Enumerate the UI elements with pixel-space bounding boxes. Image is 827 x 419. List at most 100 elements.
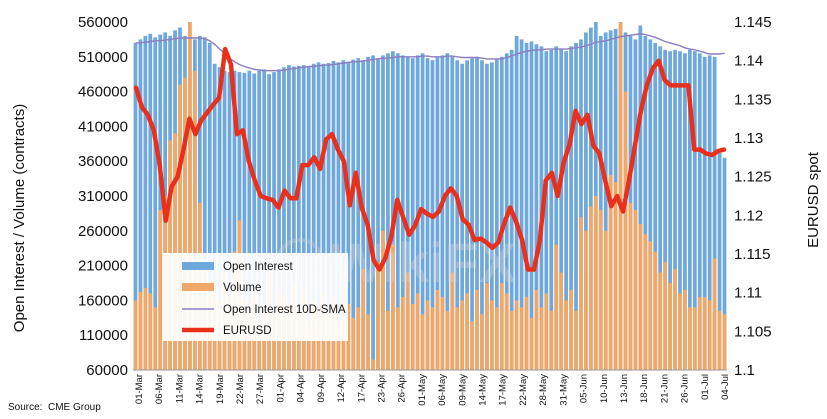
open-interest-bar	[470, 58, 474, 370]
svg-text:WikiFX: WikiFX	[330, 231, 516, 294]
open-interest-bar	[638, 25, 643, 370]
open-interest-bar	[277, 69, 281, 370]
volume-bar	[648, 241, 653, 370]
open-interest-bar	[494, 59, 499, 370]
open-interest-bar	[227, 72, 232, 371]
volume-bar	[623, 91, 628, 370]
volume-bar	[504, 293, 509, 370]
volume-bar	[376, 262, 380, 370]
left-tick-label: 510000	[78, 49, 128, 66]
open-interest-bar	[707, 55, 712, 370]
left-tick-label: 460000	[78, 84, 128, 101]
open-interest-bar	[381, 55, 385, 370]
open-interest-bar	[564, 51, 568, 370]
volume-bar	[445, 310, 450, 370]
open-interest-bar	[242, 72, 247, 370]
volume-bar	[400, 296, 405, 370]
volume-bar	[336, 321, 341, 370]
open-interest-bar	[440, 55, 445, 370]
eurusd-line	[133, 46, 727, 272]
open-interest-bar	[410, 58, 415, 370]
volume-bar	[366, 314, 370, 370]
open-interest-bar	[559, 48, 564, 370]
left-tick-label: 310000	[78, 188, 128, 205]
volume-bar	[361, 269, 366, 370]
volume-bar	[678, 293, 682, 370]
volume-bar	[460, 300, 465, 370]
open-interest-bar	[687, 49, 692, 371]
open-interest-bar	[475, 56, 479, 371]
volume-bar	[579, 216, 583, 370]
open-interest-bar	[445, 53, 450, 370]
right-tick-label: 1.13	[734, 130, 763, 147]
volume-bar	[183, 77, 187, 371]
open-interest-bar	[212, 63, 217, 370]
right-tick-label: 1.145	[734, 14, 772, 31]
volume-bar	[440, 296, 445, 370]
open-interest-bar	[722, 157, 727, 370]
x-tick-label: 18-Jun	[639, 374, 650, 403]
volume-bar	[257, 321, 262, 370]
open-interest-bar	[598, 35, 603, 371]
open-interest-bar	[643, 35, 648, 371]
volume-bar	[613, 182, 618, 370]
open-interest-bar	[489, 62, 494, 371]
volume-bar	[653, 251, 658, 370]
open-interest-bar	[356, 58, 361, 370]
left-tick-label: 360000	[78, 153, 128, 170]
volume-bar	[395, 307, 400, 370]
x-tick-label: 09-Apr	[316, 374, 327, 403]
open-interest-bar	[158, 34, 163, 370]
legend-label-volume: Volume	[223, 282, 261, 294]
volume-bar	[692, 307, 697, 370]
open-interest-bar	[653, 42, 658, 370]
open-interest-bar	[584, 32, 588, 370]
open-interest-bar	[366, 56, 370, 371]
open-interest-bar	[569, 46, 573, 371]
open-interest-bar	[405, 56, 410, 371]
open-interest-bar	[465, 60, 469, 370]
x-tick-label: 19-Mar	[215, 374, 226, 404]
x-tick-label: 01-Jul	[700, 374, 711, 400]
volume-bar	[598, 209, 603, 370]
open-interest-bar	[267, 74, 271, 370]
open-interest-bar	[692, 51, 697, 370]
right-tick-label: 1.14	[734, 53, 763, 70]
open-interest-bar	[588, 27, 593, 370]
open-interest-bar	[291, 66, 296, 370]
volume-bar	[470, 321, 474, 370]
open-interest-bar	[702, 56, 707, 371]
open-interest-bar	[673, 49, 677, 371]
volume-bar	[158, 209, 163, 370]
open-interest-bar	[252, 73, 257, 370]
volume-bar	[173, 133, 177, 370]
open-interest-bar	[663, 49, 667, 371]
open-interest-bar	[633, 39, 638, 371]
open-interest-bar	[485, 63, 489, 370]
open-interest-bar	[306, 66, 311, 370]
volume-bar	[529, 317, 534, 370]
left-tick-label: 160000	[78, 292, 128, 309]
volume-bar	[588, 206, 593, 370]
open-interest-bar	[519, 39, 524, 371]
left-tick-label: 260000	[78, 223, 128, 240]
x-tick-label: 04-Apr	[296, 374, 307, 403]
volume-bar	[658, 272, 663, 370]
volume-bar	[148, 293, 153, 370]
right-tick-label: 1.115	[734, 246, 770, 263]
volume-bar	[668, 283, 672, 370]
x-tick-label: 09-May	[457, 374, 468, 406]
source-label: Source:	[8, 402, 42, 413]
right-tick-label: 1.105	[734, 323, 772, 340]
open-interest-bar	[712, 56, 717, 371]
open-interest-bar	[148, 33, 153, 370]
volume-bar	[425, 300, 430, 370]
open-interest-bar	[499, 56, 504, 371]
volume-bar	[574, 310, 578, 370]
open-interest-bar	[311, 63, 316, 370]
left-tick-label: 560000	[78, 14, 128, 31]
right-tick-label: 1.1	[734, 362, 755, 379]
x-tick-label: 06-Mar	[154, 374, 165, 404]
volume-bar	[707, 300, 712, 370]
